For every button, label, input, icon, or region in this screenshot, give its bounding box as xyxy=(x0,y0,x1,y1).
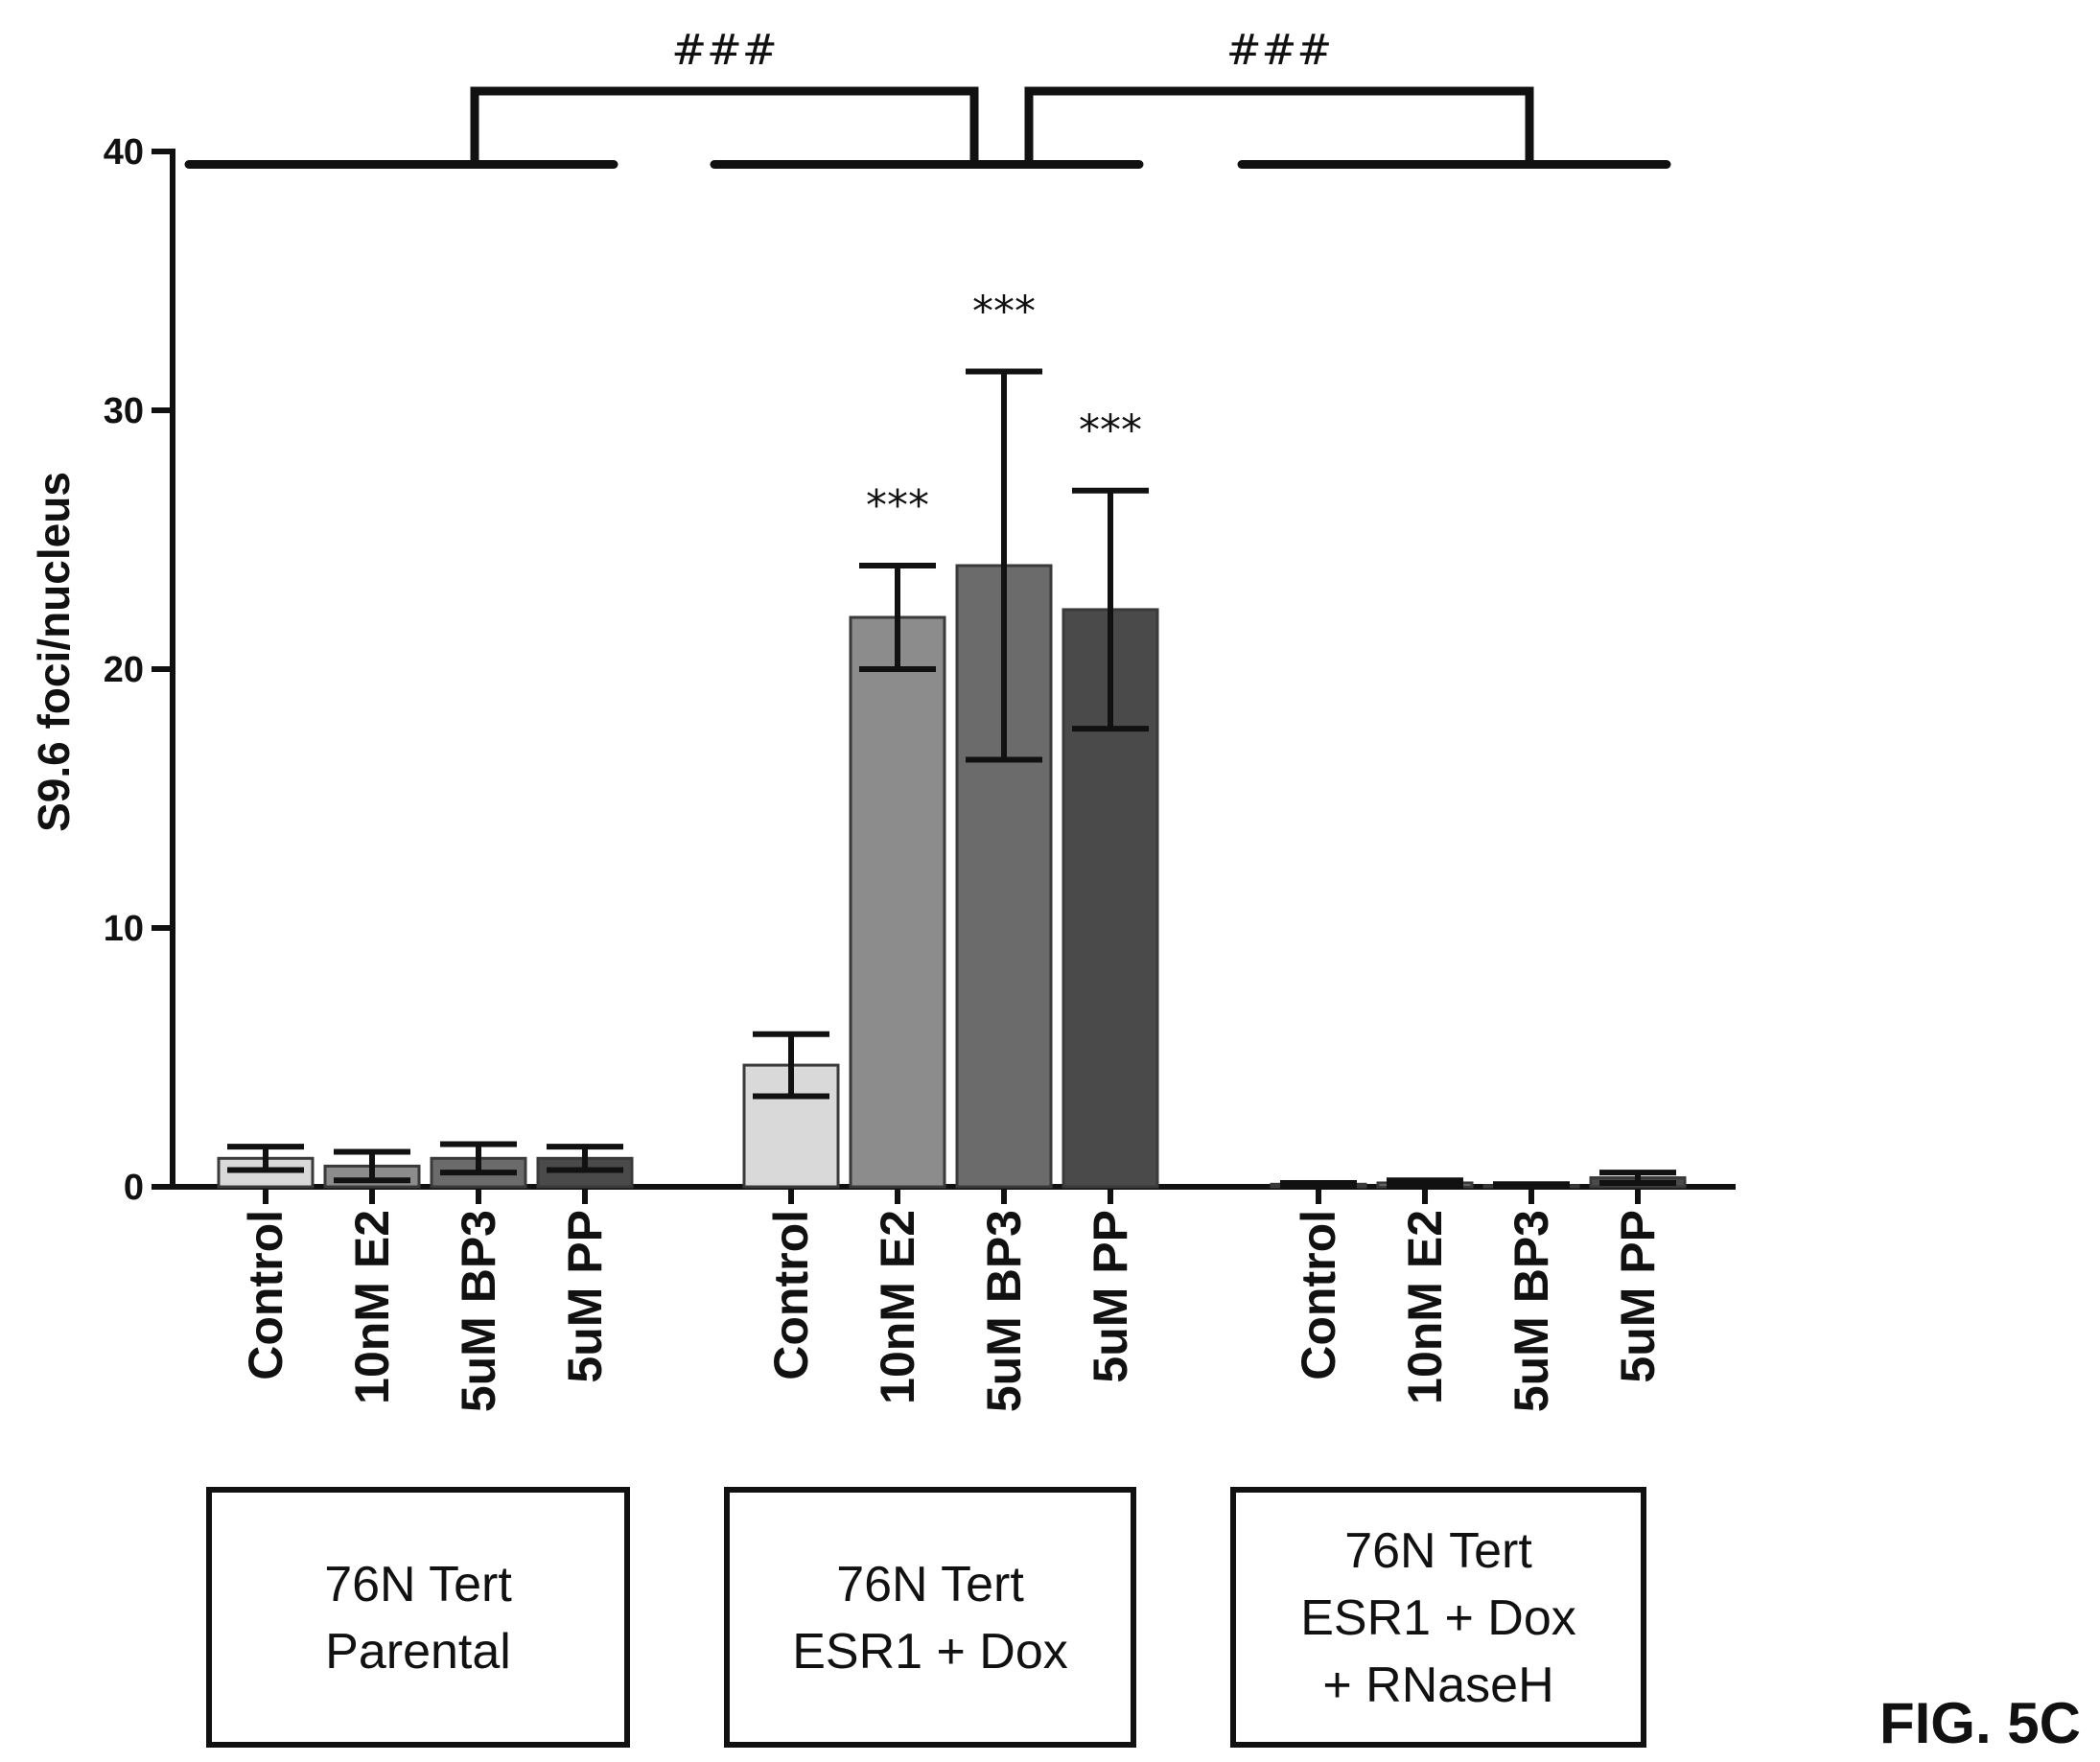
x-category-label: 5uM BP3 xyxy=(1505,1210,1558,1412)
y-tick-label: 0 xyxy=(124,1168,144,1208)
x-category-label: Control xyxy=(239,1210,292,1380)
group-label-line: 76N Tert xyxy=(836,1557,1024,1612)
x-category-label: 5uM BP3 xyxy=(452,1210,505,1412)
x-category-label: 10nM E2 xyxy=(1398,1210,1452,1404)
group-label-line: 76N Tert xyxy=(1344,1523,1532,1579)
significance-markers: *** *** *** xyxy=(866,288,1142,531)
group-box xyxy=(1230,1487,1646,1748)
group-box xyxy=(724,1487,1136,1748)
error-bars xyxy=(227,368,1676,1190)
y-tick-label: 40 xyxy=(104,132,144,173)
significance-marker: *** xyxy=(866,481,929,530)
comparison-bracket xyxy=(470,86,979,169)
comparison-label: ### xyxy=(671,26,778,75)
x-category-label: 5uM PP xyxy=(558,1210,612,1383)
x-tick-labels: Control 10nM E2 5uM BP3 5uM PP Control 10nM E… xyxy=(239,1210,1665,1412)
comparison-label: ### xyxy=(1226,26,1333,75)
group-label-line: ESR1 + Dox xyxy=(1300,1590,1576,1646)
x-category-label: 10nM E2 xyxy=(345,1210,399,1404)
significance-marker: *** xyxy=(972,288,1036,336)
figure-label: FIG. 5C xyxy=(1879,1691,2081,1755)
x-category-label: 5uM BP3 xyxy=(977,1210,1031,1412)
y-tick-label: 20 xyxy=(104,650,144,690)
group-label-line: ESR1 + Dox xyxy=(792,1624,1068,1680)
comparison-brackets: ### ### xyxy=(184,26,1671,169)
y-axis-label: S9.6 foci/nucleus xyxy=(29,472,79,832)
bar xyxy=(849,615,946,1189)
group-box xyxy=(206,1487,630,1748)
group-label-line: 76N Tert xyxy=(324,1557,512,1612)
x-category-label: 5uM PP xyxy=(1611,1210,1665,1383)
y-tick-label: 30 xyxy=(104,391,144,431)
x-category-label: 10nM E2 xyxy=(871,1210,924,1404)
comparison-bracket xyxy=(1024,86,1534,169)
y-tick-label: 10 xyxy=(104,909,144,949)
x-category-label: Control xyxy=(1292,1210,1345,1380)
bars xyxy=(217,564,1687,1189)
group-label-line: Parental xyxy=(325,1624,511,1680)
group-boxes: 76N Tert Parental 76N Tert ESR1 + Dox 76N Te… xyxy=(206,1487,1646,1748)
x-category-label: Control xyxy=(764,1210,818,1380)
group-label-line: + RNaseH xyxy=(1322,1658,1553,1713)
significance-marker: *** xyxy=(1079,406,1142,455)
x-category-label: 5uM PP xyxy=(1084,1210,1137,1383)
